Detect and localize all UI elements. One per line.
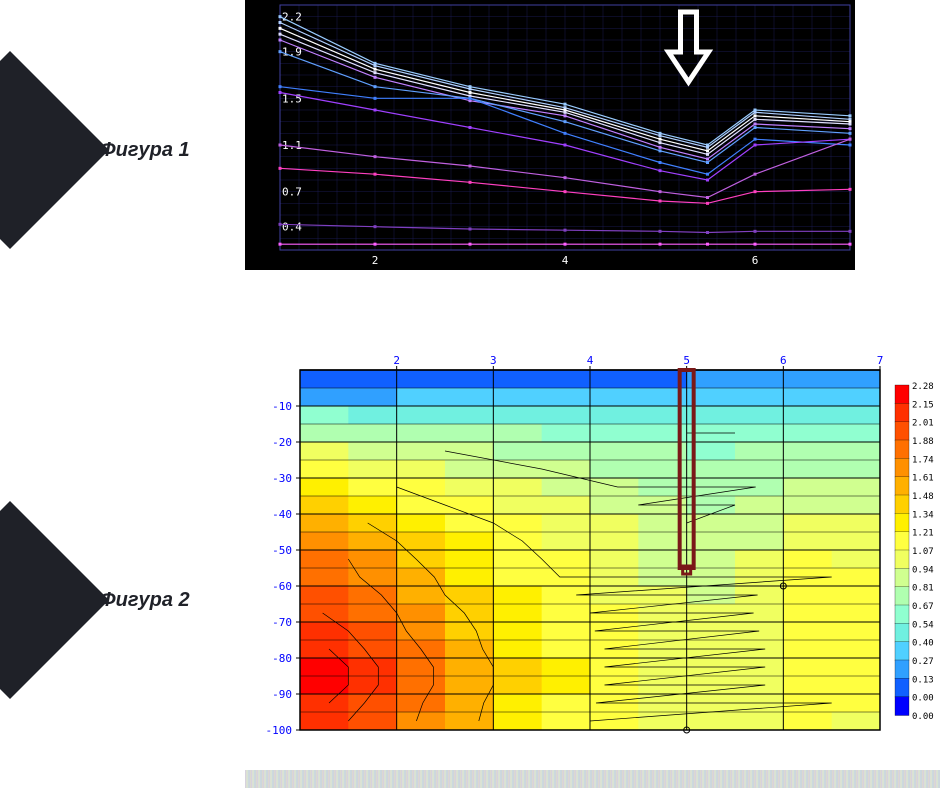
svg-text:1.61: 1.61 (912, 474, 934, 484)
figure2-chart: 2 3 4 5 6 7 -10 -20 -30 -40 -50 -60 -70 -80 -90 -100 2.2… (245, 350, 940, 740)
svg-text:2.15: 2.15 (912, 400, 934, 410)
svg-text:-30: -30 (272, 472, 292, 485)
svg-text:6: 6 (752, 254, 759, 267)
svg-text:1.07: 1.07 (912, 547, 934, 557)
noise-strip (245, 770, 940, 788)
chevron-shape (0, 51, 109, 249)
svg-text:2.28: 2.28 (912, 382, 934, 392)
figure2-svg: 2 3 4 5 6 7 -10 -20 -30 -40 -50 -60 -70 -80 -90 -100 2.2… (245, 350, 940, 740)
svg-text:-50: -50 (272, 544, 292, 557)
svg-text:0.4: 0.4 (282, 221, 302, 234)
svg-text:-60: -60 (272, 580, 292, 593)
svg-text:1.34: 1.34 (912, 510, 934, 520)
svg-text:2: 2 (372, 254, 379, 267)
svg-text:3: 3 (490, 354, 497, 367)
svg-text:0.40: 0.40 (912, 639, 934, 649)
svg-text:0.67: 0.67 (912, 602, 934, 612)
figure2-label-block: Фигура 2 (0, 540, 230, 660)
svg-text:-40: -40 (272, 508, 292, 521)
svg-text:-100: -100 (266, 724, 293, 737)
svg-text:5: 5 (683, 354, 690, 367)
svg-text:1.21: 1.21 (912, 529, 934, 539)
svg-text:-10: -10 (272, 400, 292, 413)
svg-text:-80: -80 (272, 652, 292, 665)
svg-text:0.81: 0.81 (912, 584, 934, 594)
svg-text:2: 2 (393, 354, 400, 367)
svg-text:0.7: 0.7 (282, 186, 302, 199)
svg-text:0.13: 0.13 (912, 675, 934, 685)
svg-text:0.27: 0.27 (912, 657, 934, 667)
svg-text:-70: -70 (272, 616, 292, 629)
figure1-label: Фигура 1 (100, 139, 190, 162)
figure1-label-block: Фигура 1 (0, 90, 230, 210)
svg-text:1.48: 1.48 (912, 492, 934, 502)
svg-text:0.94: 0.94 (912, 565, 934, 575)
svg-text:4: 4 (587, 354, 594, 367)
svg-text:0.54: 0.54 (912, 620, 934, 630)
svg-text:2.2: 2.2 (282, 11, 302, 24)
svg-text:7: 7 (877, 354, 884, 367)
figure1-chart: 0.40.71.11.51.92.2246 (245, 0, 855, 270)
figure1-svg: 0.40.71.11.51.92.2246 (245, 0, 855, 270)
svg-text:1.88: 1.88 (912, 437, 934, 447)
chevron-shape (0, 501, 109, 699)
svg-text:1.74: 1.74 (912, 455, 934, 465)
svg-text:0.00: 0.00 (912, 694, 934, 704)
svg-text:-90: -90 (272, 688, 292, 701)
svg-text:2.01: 2.01 (912, 419, 934, 429)
svg-text:6: 6 (780, 354, 787, 367)
svg-text:4: 4 (562, 254, 569, 267)
figure2-label: Фигура 2 (100, 589, 190, 612)
svg-text:0.00: 0.00 (912, 712, 934, 722)
svg-text:-20: -20 (272, 436, 292, 449)
